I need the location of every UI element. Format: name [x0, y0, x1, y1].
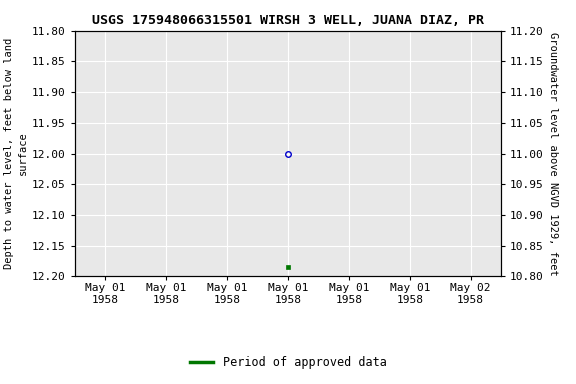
Title: USGS 175948066315501 WIRSH 3 WELL, JUANA DIAZ, PR: USGS 175948066315501 WIRSH 3 WELL, JUANA…: [92, 14, 484, 27]
Y-axis label: Groundwater level above NGVD 1929, feet: Groundwater level above NGVD 1929, feet: [548, 32, 558, 275]
Legend: Period of approved data: Period of approved data: [185, 351, 391, 374]
Y-axis label: Depth to water level, feet below land
surface: Depth to water level, feet below land su…: [4, 38, 28, 269]
